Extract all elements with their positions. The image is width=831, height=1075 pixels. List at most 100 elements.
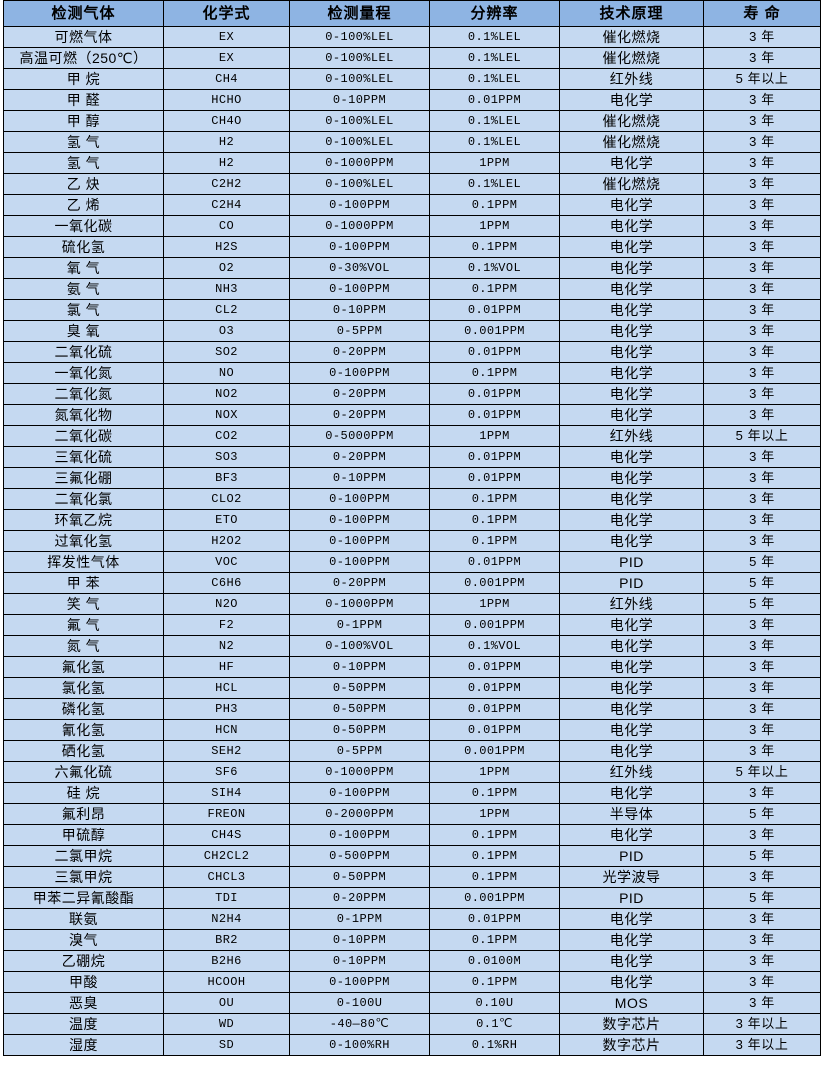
cell-resolution[interactable]: 0.1%LEL (429, 68, 560, 90)
cell-resolution[interactable]: 0.10U (429, 992, 560, 1014)
cell-range[interactable]: 0-20PPM (289, 404, 430, 426)
cell-principle[interactable]: 电化学 (559, 530, 704, 552)
table-row[interactable]: 甲 醛 HCHO 0-10PPM 0.01PPM 电化学 3 年 (3, 89, 821, 111)
cell-resolution[interactable]: 0.1%LEL (429, 47, 560, 69)
table-row[interactable]: 甲苯二异氰酸酯 TDI 0-20PPM 0.001PPM PID 5 年 (3, 887, 821, 909)
cell-principle[interactable]: 电化学 (559, 929, 704, 951)
cell-principle[interactable]: 红外线 (559, 761, 704, 783)
cell-range[interactable]: 0-10PPM (289, 656, 430, 678)
cell-gas[interactable]: 挥发性气体 (3, 551, 164, 573)
cell-formula[interactable]: HCHO (163, 89, 290, 111)
cell-resolution[interactable]: 0.01PPM (429, 551, 560, 573)
cell-life[interactable]: 3 年 (703, 299, 821, 321)
cell-principle[interactable]: PID (559, 551, 704, 573)
cell-gas[interactable]: 二氯甲烷 (3, 845, 164, 867)
cell-principle[interactable]: 电化学 (559, 404, 704, 426)
cell-life[interactable]: 5 年 (703, 845, 821, 867)
cell-gas[interactable]: 硅 烷 (3, 782, 164, 804)
cell-range[interactable]: 0-5PPM (289, 320, 430, 342)
cell-range[interactable]: 0-500PPM (289, 845, 430, 867)
cell-formula[interactable]: CH4O (163, 110, 290, 132)
column-header-formula[interactable]: 化学式 (163, 0, 290, 27)
cell-resolution[interactable]: 1PPM (429, 152, 560, 174)
cell-resolution[interactable]: 0.1PPM (429, 782, 560, 804)
cell-life[interactable]: 3 年 (703, 215, 821, 237)
cell-formula[interactable]: TDI (163, 887, 290, 909)
table-row[interactable]: 氮氧化物 NOX 0-20PPM 0.01PPM 电化学 3 年 (3, 404, 821, 426)
cell-principle[interactable]: 电化学 (559, 152, 704, 174)
table-row[interactable]: 氢 气 H2 0-100%LEL 0.1%LEL 催化燃烧 3 年 (3, 131, 821, 153)
cell-principle[interactable]: 电化学 (559, 446, 704, 468)
cell-life[interactable]: 3 年 (703, 404, 821, 426)
cell-formula[interactable]: CH4 (163, 68, 290, 90)
cell-range[interactable]: 0-10PPM (289, 89, 430, 111)
cell-resolution[interactable]: 1PPM (429, 425, 560, 447)
cell-gas[interactable]: 二氧化碳 (3, 425, 164, 447)
cell-range[interactable]: 0-5PPM (289, 740, 430, 762)
cell-gas[interactable]: 恶臭 (3, 992, 164, 1014)
cell-range[interactable]: 0-20PPM (289, 446, 430, 468)
cell-principle[interactable]: 电化学 (559, 341, 704, 363)
table-row[interactable]: 氮 气 N2 0-100%VOL 0.1%VOL 电化学 3 年 (3, 635, 821, 657)
cell-resolution[interactable]: 0.1PPM (429, 929, 560, 951)
cell-gas[interactable]: 氰化氢 (3, 719, 164, 741)
cell-life[interactable]: 3 年 (703, 110, 821, 132)
cell-gas[interactable]: 一氧化碳 (3, 215, 164, 237)
column-header-resolution[interactable]: 分辨率 (429, 0, 560, 27)
cell-resolution[interactable]: 0.001PPM (429, 614, 560, 636)
cell-range[interactable]: 0-100PPM (289, 551, 430, 573)
table-row[interactable]: 氟利昂 FREON 0-2000PPM 1PPM 半导体 5 年 (3, 803, 821, 825)
table-row[interactable]: 可燃气体 EX 0-100%LEL 0.1%LEL 催化燃烧 3 年 (3, 26, 821, 48)
cell-formula[interactable]: CLO2 (163, 488, 290, 510)
cell-resolution[interactable]: 0.0100M (429, 950, 560, 972)
cell-formula[interactable]: ETO (163, 509, 290, 531)
cell-principle[interactable]: 电化学 (559, 509, 704, 531)
cell-formula[interactable]: B2H6 (163, 950, 290, 972)
cell-gas[interactable]: 三氯甲烷 (3, 866, 164, 888)
cell-principle[interactable]: 电化学 (559, 383, 704, 405)
cell-formula[interactable]: N2 (163, 635, 290, 657)
cell-gas[interactable]: 臭 氧 (3, 320, 164, 342)
cell-resolution[interactable]: 0.001PPM (429, 320, 560, 342)
cell-life[interactable]: 3 年 (703, 467, 821, 489)
cell-gas[interactable]: 甲 醇 (3, 110, 164, 132)
cell-resolution[interactable]: 0.01PPM (429, 404, 560, 426)
cell-range[interactable]: 0-100PPM (289, 488, 430, 510)
cell-range[interactable]: 0-100%LEL (289, 47, 430, 69)
cell-principle[interactable]: 电化学 (559, 89, 704, 111)
cell-gas[interactable]: 氟 气 (3, 614, 164, 636)
cell-gas[interactable]: 氢 气 (3, 131, 164, 153)
table-row[interactable]: 乙 炔 C2H2 0-100%LEL 0.1%LEL 催化燃烧 3 年 (3, 173, 821, 195)
cell-resolution[interactable]: 0.01PPM (429, 341, 560, 363)
cell-range[interactable]: 0-10PPM (289, 299, 430, 321)
cell-range[interactable]: 0-20PPM (289, 341, 430, 363)
cell-principle[interactable]: 电化学 (559, 677, 704, 699)
cell-resolution[interactable]: 0.1%LEL (429, 173, 560, 195)
cell-resolution[interactable]: 0.1%LEL (429, 26, 560, 48)
cell-range[interactable]: 0-5000PPM (289, 425, 430, 447)
cell-resolution[interactable]: 0.01PPM (429, 908, 560, 930)
cell-formula[interactable]: CO (163, 215, 290, 237)
cell-resolution[interactable]: 0.1PPM (429, 278, 560, 300)
cell-principle[interactable]: 催化燃烧 (559, 110, 704, 132)
table-row[interactable]: 甲酸 HCOOH 0-100PPM 0.1PPM 电化学 3 年 (3, 971, 821, 993)
cell-principle[interactable]: 电化学 (559, 908, 704, 930)
cell-formula[interactable]: EX (163, 26, 290, 48)
cell-range[interactable]: 0-50PPM (289, 866, 430, 888)
cell-life[interactable]: 3 年 (703, 908, 821, 930)
cell-formula[interactable]: C6H6 (163, 572, 290, 594)
cell-range[interactable]: 0-50PPM (289, 677, 430, 699)
cell-life[interactable]: 3 年 (703, 362, 821, 384)
cell-resolution[interactable]: 0.1℃ (429, 1013, 560, 1035)
cell-formula[interactable]: F2 (163, 614, 290, 636)
cell-gas[interactable]: 环氧乙烷 (3, 509, 164, 531)
cell-life[interactable]: 3 年 (703, 173, 821, 195)
cell-life[interactable]: 3 年 (703, 971, 821, 993)
cell-life[interactable]: 3 年 (703, 614, 821, 636)
table-row[interactable]: 氯化氢 HCL 0-50PPM 0.01PPM 电化学 3 年 (3, 677, 821, 699)
cell-range[interactable]: 0-10PPM (289, 950, 430, 972)
cell-range[interactable]: 0-20PPM (289, 572, 430, 594)
cell-formula[interactable]: C2H4 (163, 194, 290, 216)
cell-principle[interactable]: 电化学 (559, 236, 704, 258)
cell-range[interactable]: 0-100PPM (289, 236, 430, 258)
